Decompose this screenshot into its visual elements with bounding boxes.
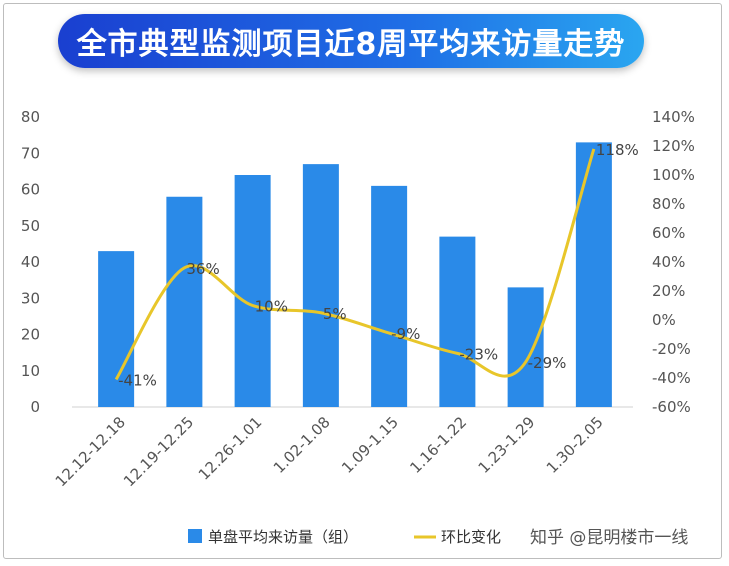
bar (98, 251, 135, 407)
bar (234, 175, 271, 407)
y2-tick-label: -60% (652, 398, 691, 416)
x-tick-label: 12.12-12.18 (52, 413, 129, 490)
title-banner: 全市典型监测项目近8周平均来访量走势 (58, 14, 644, 68)
data-label: -23% (459, 345, 498, 363)
y-tick-label: 20 (21, 326, 40, 344)
data-label: 5% (323, 305, 347, 323)
y-tick-label: 10 (21, 362, 40, 380)
data-label: 10% (255, 298, 288, 316)
x-tick-label: 12.26-1.01 (195, 413, 266, 484)
data-label: -41% (118, 371, 157, 389)
y2-tick-label: 100% (652, 166, 695, 184)
data-label: -9% (391, 325, 420, 343)
y-tick-label: 50 (21, 217, 40, 235)
y2-tick-label: -40% (652, 369, 691, 387)
legend-label-line: 环比变化 (441, 528, 501, 546)
y2-tick-label: 80% (652, 195, 685, 213)
y-tick-label: 60 (21, 181, 40, 199)
legend-label-bar: 单盘平均来访量（组） (208, 528, 358, 546)
x-tick-label: 1.09-1.15 (338, 413, 402, 477)
x-tick-label: 1.02-1.08 (270, 413, 334, 477)
x-tick-label: 1.30-2.05 (543, 413, 607, 477)
y2-tick-label: 20% (652, 282, 685, 300)
y2-tick-label: -20% (652, 340, 691, 358)
bar (575, 142, 612, 407)
legend-swatch-bar (188, 529, 202, 543)
chart-title: 全市典型监测项目近8周平均来访量走势 (76, 27, 626, 62)
y-tick-label: 80 (21, 108, 40, 126)
data-label: 36% (186, 260, 219, 278)
y-tick-label: 70 (21, 144, 40, 162)
x-tick-label: 1.16-1.22 (406, 413, 470, 477)
data-label: -29% (528, 354, 567, 372)
y-tick-label: 0 (30, 398, 40, 416)
watermark-text: 知乎 @昆明楼市一线 (530, 528, 688, 548)
x-tick-label: 12.19-12.25 (120, 413, 197, 490)
y2-tick-label: 40% (652, 253, 685, 271)
y-tick-label: 30 (21, 289, 40, 307)
x-tick-label: 1.23-1.29 (475, 413, 539, 477)
bar (166, 196, 203, 407)
y2-tick-label: 140% (652, 108, 695, 126)
bar (439, 236, 476, 407)
data-label: 118% (596, 141, 639, 159)
bar (507, 287, 544, 407)
y2-tick-label: 0% (652, 311, 676, 329)
y-tick-label: 40 (21, 253, 40, 271)
bar (371, 185, 408, 407)
bar (302, 164, 339, 407)
y2-tick-label: 60% (652, 224, 685, 242)
y2-tick-label: 120% (652, 137, 695, 155)
series-line (114, 148, 596, 381)
